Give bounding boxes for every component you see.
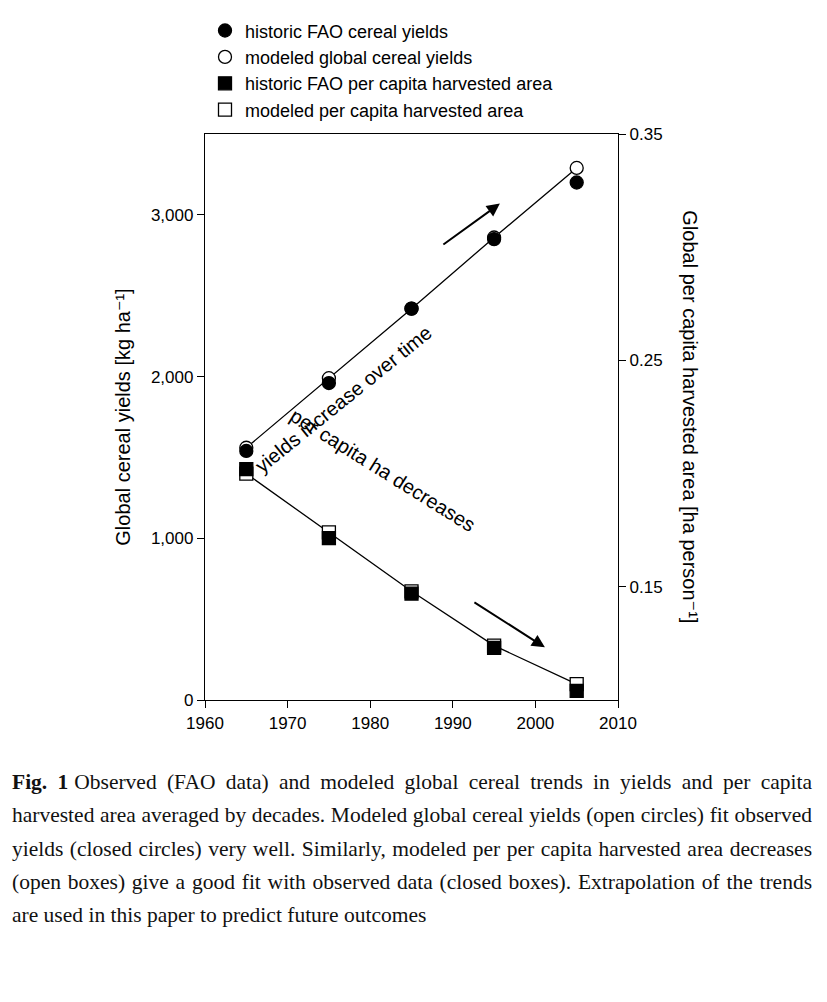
svg-text:1980: 1980 — [351, 714, 389, 733]
svg-text:1970: 1970 — [269, 714, 307, 733]
svg-text:0.15: 0.15 — [630, 578, 663, 597]
svg-text:2010: 2010 — [599, 714, 637, 733]
svg-text:Global cereal yields [kg ha⁻¹]: Global cereal yields [kg ha⁻¹] — [112, 288, 134, 545]
svg-text:1,000: 1,000 — [151, 529, 194, 548]
svg-text:0.25: 0.25 — [630, 351, 663, 370]
html-text:Fig. 1 Observed (FAO data) and: Fig. 1 Observed (FAO data) and modeled g… — [12, 770, 812, 928]
svg-text:0.35: 0.35 — [630, 125, 663, 144]
svg-text:per capita ha decreases: per capita ha decreases — [286, 404, 479, 536]
svg-text:3,000: 3,000 — [151, 206, 194, 225]
svg-text:historic FAO per capita harves: historic FAO per capita harvested area — [245, 74, 553, 94]
svg-text:0: 0 — [184, 691, 193, 710]
svg-text:1960: 1960 — [186, 714, 224, 733]
svg-text:Global per capita harvested ar: Global per capita harvested area [ha per… — [679, 210, 701, 623]
svg-text:modeled global cereal yields: modeled global cereal yields — [245, 48, 472, 68]
svg-text:modeled per capita harvested a: modeled per capita harvested area — [245, 101, 524, 121]
svg-text:2,000: 2,000 — [151, 368, 194, 387]
svg-text:1990: 1990 — [434, 714, 472, 733]
svg-text:yields increase over time: yields increase over time — [251, 321, 436, 477]
svg-text:historic FAO cereal yields: historic FAO cereal yields — [245, 22, 448, 42]
svg-text:2000: 2000 — [516, 714, 554, 733]
